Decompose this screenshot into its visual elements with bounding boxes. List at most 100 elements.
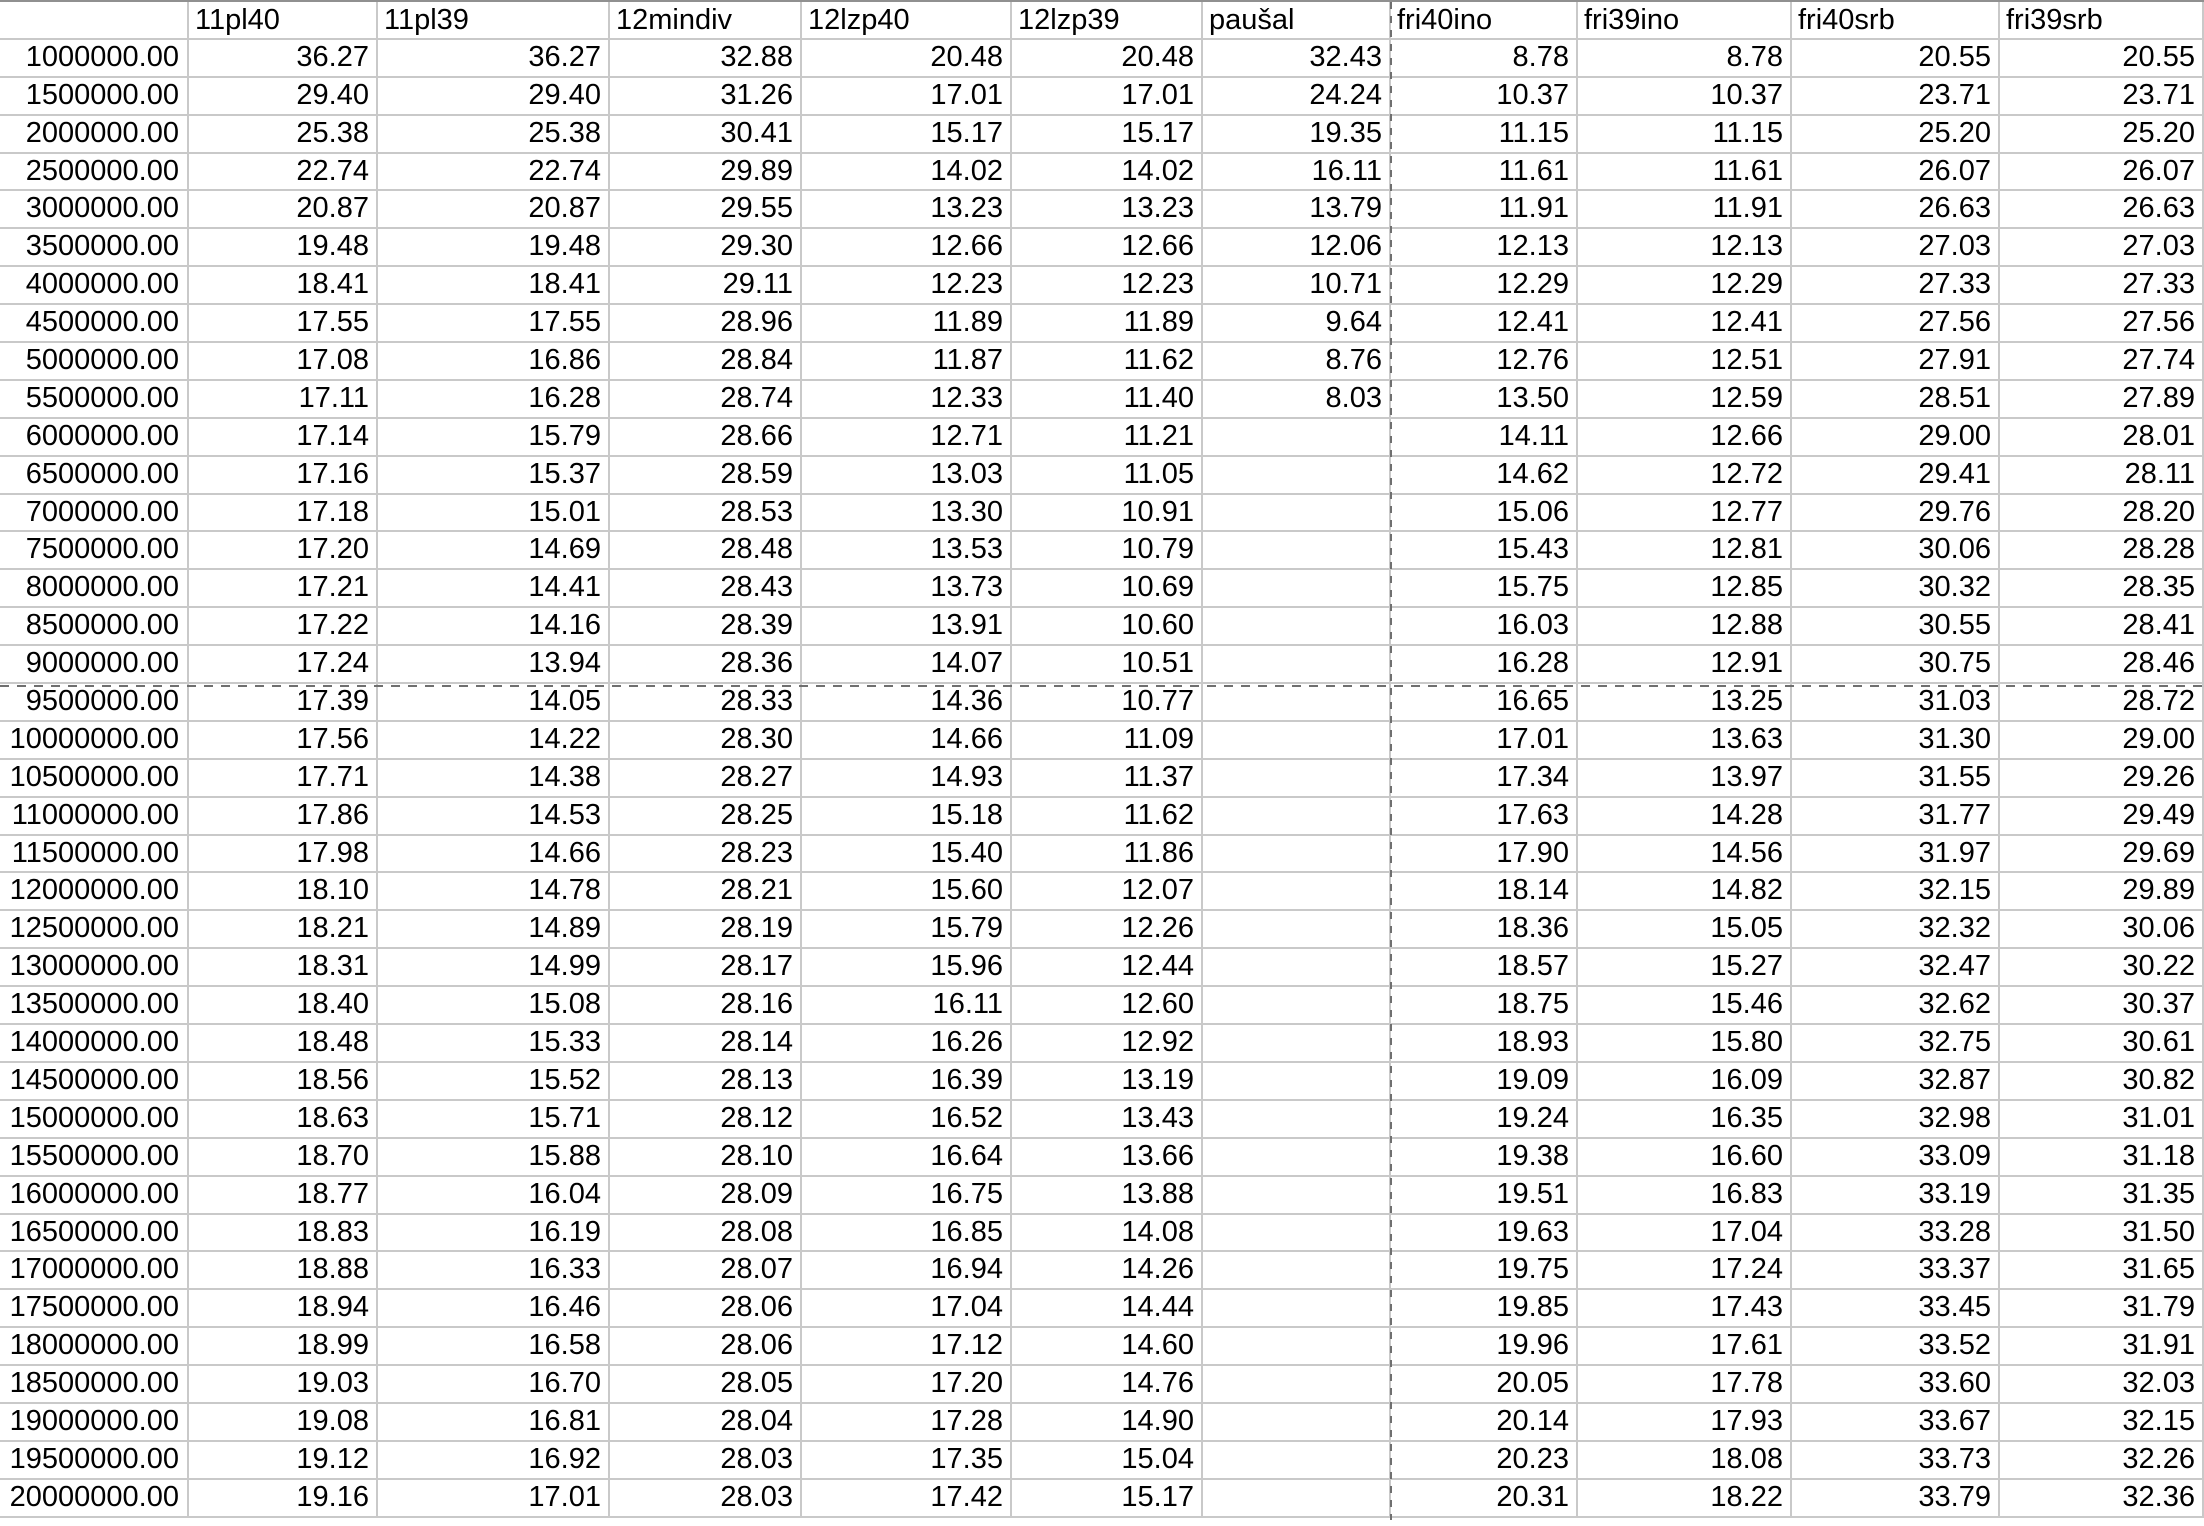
value-cell[interactable]: 12.13 <box>1578 229 1792 268</box>
value-cell[interactable]: 19.51 <box>1391 1176 1578 1215</box>
value-cell[interactable]: 26.63 <box>2000 191 2204 230</box>
value-cell[interactable]: 14.62 <box>1391 456 1578 495</box>
row-label-cell[interactable]: 3000000.00 <box>0 191 189 230</box>
value-cell[interactable]: 17.01 <box>802 77 1012 116</box>
value-cell[interactable] <box>1203 646 1391 685</box>
value-cell[interactable]: 16.28 <box>1391 646 1578 685</box>
row-label-cell[interactable]: 13500000.00 <box>0 987 189 1026</box>
value-cell[interactable]: 31.50 <box>2000 1214 2204 1253</box>
value-cell[interactable]: 11.89 <box>1012 305 1203 344</box>
value-cell[interactable]: 11.87 <box>802 343 1012 381</box>
value-cell[interactable]: 28.43 <box>610 570 802 609</box>
value-cell[interactable]: 36.27 <box>378 39 610 78</box>
value-cell[interactable]: 12.41 <box>1391 305 1578 344</box>
row-label-cell[interactable]: 4500000.00 <box>0 305 189 344</box>
value-cell[interactable]: 12.23 <box>1012 267 1203 306</box>
value-cell[interactable]: 19.38 <box>1391 1138 1578 1177</box>
value-cell[interactable]: 30.61 <box>2000 1025 2204 1063</box>
value-cell[interactable]: 16.86 <box>378 343 610 381</box>
value-cell[interactable] <box>1203 570 1391 609</box>
value-cell[interactable]: 20.87 <box>378 191 610 230</box>
value-cell[interactable]: 18.56 <box>189 1062 378 1101</box>
value-cell[interactable]: 12.71 <box>802 418 1012 457</box>
value-cell[interactable]: 32.88 <box>610 39 802 78</box>
value-cell[interactable]: 28.28 <box>2000 532 2204 571</box>
value-cell[interactable]: 11.62 <box>1012 343 1203 381</box>
value-cell[interactable]: 28.12 <box>610 1100 802 1139</box>
value-cell[interactable]: 17.55 <box>378 305 610 344</box>
value-cell[interactable]: 12.66 <box>1012 229 1203 268</box>
value-cell[interactable]: 17.39 <box>189 684 378 722</box>
value-cell[interactable]: 17.34 <box>1391 759 1578 798</box>
value-cell[interactable]: 15.05 <box>1578 911 1792 950</box>
row-label-cell[interactable]: 16000000.00 <box>0 1176 189 1215</box>
value-cell[interactable]: 14.02 <box>802 153 1012 192</box>
value-cell[interactable]: 15.06 <box>1391 494 1578 533</box>
value-cell[interactable]: 33.09 <box>1792 1138 2000 1177</box>
value-cell[interactable]: 16.52 <box>802 1100 1012 1139</box>
value-cell[interactable]: 27.74 <box>2000 343 2204 381</box>
value-cell[interactable]: 19.63 <box>1391 1214 1578 1253</box>
value-cell[interactable]: 11.91 <box>1578 191 1792 230</box>
value-cell[interactable]: 12.66 <box>802 229 1012 268</box>
value-cell[interactable]: 32.43 <box>1203 39 1391 78</box>
value-cell[interactable]: 14.16 <box>378 608 610 647</box>
value-cell[interactable]: 17.24 <box>189 646 378 685</box>
row-label-cell[interactable]: 17000000.00 <box>0 1252 189 1291</box>
value-cell[interactable]: 26.07 <box>1792 153 2000 192</box>
value-cell[interactable]: 12.26 <box>1012 911 1203 950</box>
value-cell[interactable]: 8.03 <box>1203 380 1391 419</box>
value-cell[interactable]: 28.33 <box>610 684 802 722</box>
value-cell[interactable] <box>1203 1328 1391 1367</box>
value-cell[interactable]: 15.52 <box>378 1062 610 1101</box>
value-cell[interactable]: 16.64 <box>802 1138 1012 1177</box>
value-cell[interactable]: 18.22 <box>1578 1479 1792 1518</box>
value-cell[interactable]: 14.38 <box>378 759 610 798</box>
value-cell[interactable]: 28.51 <box>1792 380 2000 419</box>
value-cell[interactable] <box>1203 684 1391 722</box>
value-cell[interactable]: 16.11 <box>1203 153 1391 192</box>
value-cell[interactable]: 28.39 <box>610 608 802 647</box>
value-cell[interactable]: 14.56 <box>1578 835 1792 874</box>
value-cell[interactable] <box>1203 494 1391 533</box>
row-label-cell[interactable]: 15000000.00 <box>0 1100 189 1139</box>
value-cell[interactable]: 28.41 <box>2000 608 2204 647</box>
row-label-cell[interactable]: 7500000.00 <box>0 532 189 571</box>
value-cell[interactable]: 19.09 <box>1391 1062 1578 1101</box>
value-cell[interactable]: 16.09 <box>1578 1062 1792 1101</box>
row-label-cell[interactable]: 2500000.00 <box>0 153 189 192</box>
row-label-cell[interactable]: 20000000.00 <box>0 1479 189 1518</box>
value-cell[interactable]: 28.10 <box>610 1138 802 1177</box>
value-cell[interactable]: 33.28 <box>1792 1214 2000 1253</box>
value-cell[interactable]: 14.11 <box>1391 418 1578 457</box>
value-cell[interactable]: 28.13 <box>610 1062 802 1101</box>
value-cell[interactable]: 19.12 <box>189 1441 378 1480</box>
value-cell[interactable]: 28.03 <box>610 1479 802 1518</box>
value-cell[interactable]: 19.85 <box>1391 1290 1578 1329</box>
value-cell[interactable]: 31.79 <box>2000 1290 2204 1329</box>
value-cell[interactable]: 28.11 <box>2000 456 2204 495</box>
value-cell[interactable]: 31.03 <box>1792 684 2000 722</box>
value-cell[interactable]: 28.36 <box>610 646 802 685</box>
value-cell[interactable]: 16.11 <box>802 987 1012 1026</box>
row-label-cell[interactable]: 14000000.00 <box>0 1025 189 1063</box>
value-cell[interactable]: 11.37 <box>1012 759 1203 798</box>
value-cell[interactable]: 20.31 <box>1391 1479 1578 1518</box>
value-cell[interactable]: 25.38 <box>378 115 610 154</box>
value-cell[interactable]: 18.48 <box>189 1025 378 1063</box>
value-cell[interactable]: 27.91 <box>1792 343 2000 381</box>
value-cell[interactable]: 17.98 <box>189 835 378 874</box>
value-cell[interactable]: 15.17 <box>1012 1479 1203 1518</box>
value-cell[interactable]: 33.19 <box>1792 1176 2000 1215</box>
value-cell[interactable]: 10.79 <box>1012 532 1203 571</box>
value-cell[interactable]: 29.76 <box>1792 494 2000 533</box>
value-cell[interactable]: 36.27 <box>189 39 378 78</box>
value-cell[interactable]: 15.88 <box>378 1138 610 1177</box>
value-cell[interactable]: 33.37 <box>1792 1252 2000 1291</box>
value-cell[interactable]: 31.77 <box>1792 797 2000 836</box>
value-cell[interactable]: 18.41 <box>378 267 610 306</box>
header-cell[interactable]: 11pl39 <box>378 2 610 40</box>
value-cell[interactable]: 30.37 <box>2000 987 2204 1026</box>
value-cell[interactable]: 32.15 <box>2000 1403 2204 1442</box>
value-cell[interactable]: 20.55 <box>1792 39 2000 78</box>
